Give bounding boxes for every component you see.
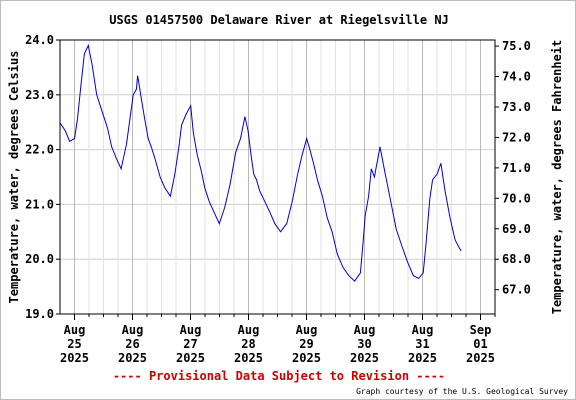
y-tick-label-left: 22.0 — [25, 143, 54, 157]
x-tick-label: Aug — [354, 323, 376, 337]
x-tick-label: 2025 — [466, 351, 495, 365]
x-tick-label: 28 — [241, 337, 255, 351]
grid-lines — [60, 39, 496, 315]
y-tick-label-right: 75.0 — [502, 39, 531, 53]
y-tick-label-left: 19.0 — [25, 307, 54, 321]
y-tick-label-right: 69.0 — [502, 222, 531, 236]
y-tick-label-right: 73.0 — [502, 100, 531, 114]
x-tick-label: 2025 — [234, 351, 263, 365]
x-tick-label: 29 — [299, 337, 313, 351]
y-tick-label-right: 67.0 — [502, 283, 531, 297]
usgs-credit: Graph courtesy of the U.S. Geological Su… — [356, 387, 568, 396]
x-tick-label: 2025 — [350, 351, 379, 365]
y-tick-label-right: 71.0 — [502, 161, 531, 175]
x-tick-label: 25 — [67, 337, 81, 351]
y-tick-label-right: 74.0 — [502, 70, 531, 84]
x-tick-label: Sep — [470, 323, 492, 337]
x-tick-label: 2025 — [60, 351, 89, 365]
x-tick-label: 2025 — [176, 351, 205, 365]
x-tick-label: 30 — [357, 337, 371, 351]
y-axis-label-left: Temperature, water, degrees Celsius — [7, 51, 21, 304]
y-tick-label-left: 20.0 — [25, 252, 54, 266]
y-tick-label-left: 24.0 — [25, 33, 54, 47]
x-tick-label: 2025 — [118, 351, 147, 365]
x-tick-label: Aug — [412, 323, 434, 337]
x-tick-label: Aug — [238, 323, 260, 337]
y-tick-label-right: 68.0 — [502, 252, 531, 266]
left-y-axis: 24.0 23.0 22.0 21.0 20.0 19.0 — [25, 33, 60, 321]
x-tick-label: 27 — [183, 337, 197, 351]
x-tick-label: 2025 — [408, 351, 437, 365]
x-tick-label: Aug — [64, 323, 86, 337]
x-tick-label: 31 — [415, 337, 429, 351]
y-tick-label-left: 21.0 — [25, 197, 54, 211]
y-tick-label-right: 70.0 — [502, 191, 531, 205]
x-tick-label: Aug — [122, 323, 144, 337]
x-tick-label: Aug — [296, 323, 318, 337]
x-tick-label: 01 — [473, 337, 487, 351]
x-tick-label: 26 — [125, 337, 139, 351]
y-axis-label-right: Temperature, water, degrees Fahrenheit — [550, 40, 564, 315]
y-tick-label-right: 72.0 — [502, 130, 531, 144]
x-tick-label: Aug — [180, 323, 202, 337]
series-line — [59, 43, 462, 282]
right-y-axis: 75.0 74.0 73.0 72.0 71.0 70.0 69.0 68.0 67.0 — [495, 39, 531, 297]
x-tick-label: 2025 — [292, 351, 321, 365]
chart-title: USGS 01457500 Delaware River at Riegelsv… — [109, 13, 449, 27]
x-axis: Aug252025Aug262025Aug272025Aug282025Aug2… — [60, 314, 496, 365]
provisional-data-notice: ---- Provisional Data Subject to Revisio… — [113, 369, 445, 383]
y-tick-label-left: 23.0 — [25, 88, 54, 102]
